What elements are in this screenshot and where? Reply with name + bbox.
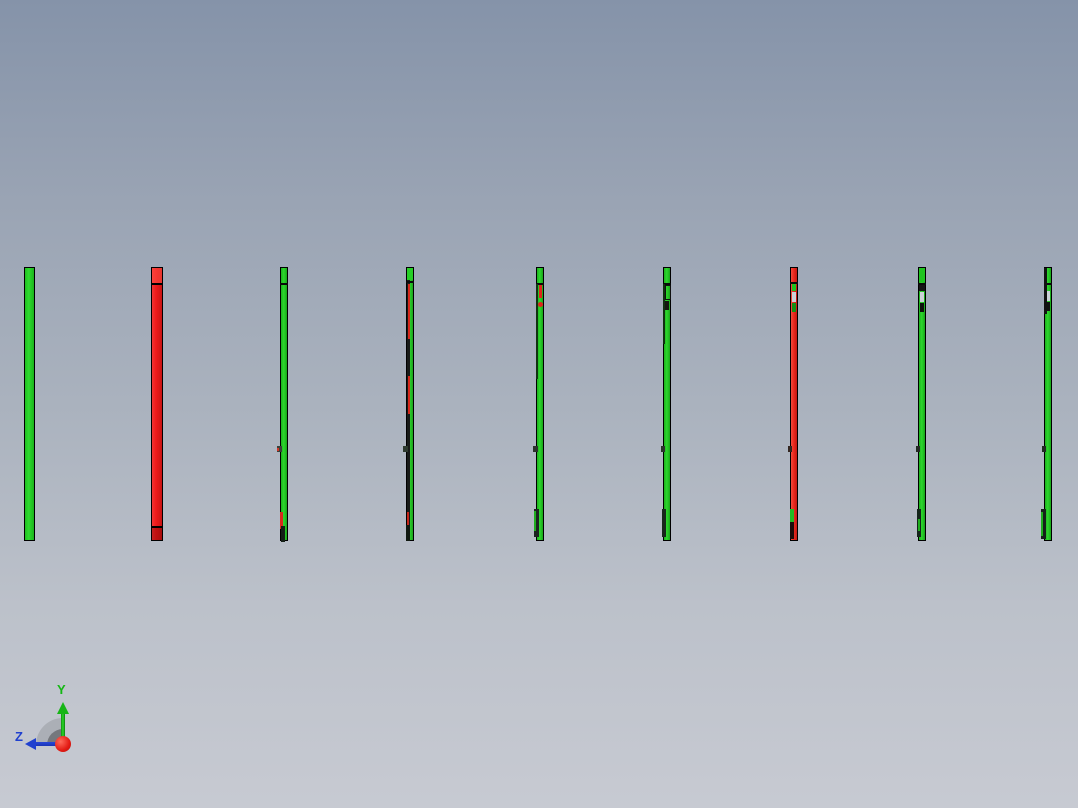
left-shadow-edge <box>663 284 665 344</box>
red-stripe-mid <box>408 376 410 414</box>
z-axis-arrowhead-icon <box>25 738 36 750</box>
bottom-hook-green-edge <box>1041 512 1043 536</box>
slot-plug <box>665 301 669 310</box>
bottom-hook <box>790 522 794 539</box>
bottom-green-tab <box>790 509 794 522</box>
bottom-hook <box>406 525 410 541</box>
bottom-cap-shade <box>152 528 162 540</box>
plate-2-red-flat[interactable] <box>151 267 163 541</box>
z-axis-arrow[interactable] <box>35 742 63 746</box>
y-axis-arrow[interactable] <box>61 713 65 745</box>
plate-7-red-with-green-pins[interactable] <box>788 267 798 541</box>
clip-nub-red-speck <box>277 448 279 451</box>
top-cap-line <box>151 283 163 285</box>
top-cap-highlight <box>152 268 162 283</box>
origin-point[interactable] <box>55 736 71 752</box>
bottom-hook <box>281 526 285 542</box>
bottom-hook <box>662 509 666 537</box>
green-face-stripe <box>410 268 413 540</box>
slot-outline <box>665 285 671 300</box>
green-pin-lower <box>792 303 796 312</box>
clip-nub <box>533 446 538 452</box>
top-cap-line <box>406 281 414 283</box>
dark-left-stripe <box>1044 268 1047 314</box>
plate-8-green-slots-pins[interactable] <box>916 267 926 541</box>
clip-nub <box>916 446 920 452</box>
left-shadow-edge <box>536 284 538 379</box>
white-slot <box>792 292 796 302</box>
z-axis-label: Z <box>15 729 23 744</box>
green-pin-upper <box>792 284 796 291</box>
clip-nub <box>277 446 282 452</box>
clip-nub <box>403 446 408 452</box>
bottom-hook <box>1041 509 1046 539</box>
top-cap-line <box>536 283 544 285</box>
red-pin <box>539 285 542 298</box>
bottom-hook-green-edge <box>918 519 920 531</box>
axis-orientation-triad: Y Z <box>15 680 95 760</box>
top-cap-line <box>918 283 926 285</box>
bottom-cap-line <box>151 526 163 528</box>
bottom-hook-green-edge <box>534 511 536 531</box>
plate-3-green-edge[interactable] <box>277 267 288 542</box>
red-stripe-lower <box>407 512 409 528</box>
slot-plug <box>1047 302 1050 311</box>
plate-4-dark-edge[interactable] <box>403 267 414 541</box>
top-cap-line <box>790 282 798 284</box>
white-slot <box>920 292 924 302</box>
plate-5-green-red-pins[interactable] <box>533 267 544 541</box>
clip-nub <box>1042 446 1046 452</box>
y-axis-label: Y <box>57 682 66 697</box>
red-dot <box>538 302 543 307</box>
white-slot <box>1047 291 1050 301</box>
y-axis-arrowhead-icon <box>57 702 69 714</box>
slot-plug <box>920 303 924 312</box>
dark-band <box>919 285 925 291</box>
red-stripe-upper <box>408 284 410 339</box>
clip-nub <box>788 446 792 452</box>
bottom-hook <box>534 509 539 537</box>
top-cap-line <box>663 283 671 285</box>
plate-1-green-flat[interactable] <box>24 267 35 541</box>
plate-6-green-slots[interactable] <box>661 267 671 541</box>
top-cap-line <box>280 283 288 285</box>
plate-9-green-dark-edge[interactable] <box>1041 267 1052 541</box>
top-cap <box>407 268 413 280</box>
bottom-red-stripe <box>280 512 283 529</box>
top-cap-shade <box>919 268 925 282</box>
clip-nub <box>661 446 665 452</box>
top-cap-line <box>1047 283 1052 285</box>
